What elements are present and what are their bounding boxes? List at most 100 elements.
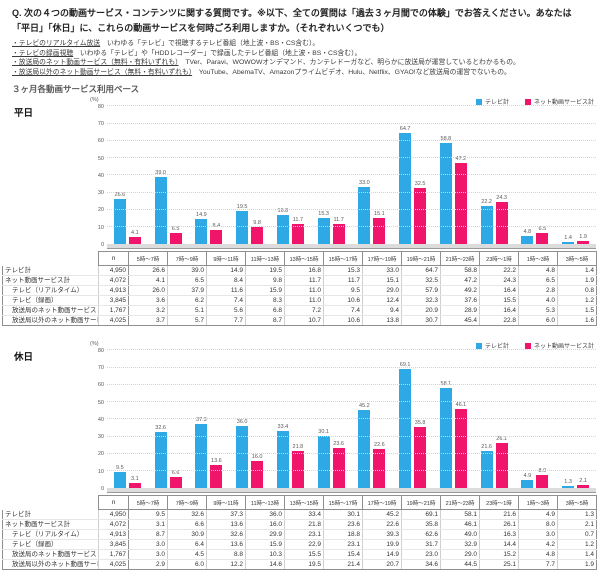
value-cell: 1.5 <box>557 305 597 317</box>
net-bar-slot: 8.0 <box>536 351 549 489</box>
gridline <box>107 401 596 403</box>
definition-bullet-1: ・テレビの録画視聴 いわゆる「テレビ」や「HDDレコーダー」で録画したテレビ番組… <box>12 49 590 59</box>
value-cell: 7.4 <box>206 295 246 307</box>
value-cell: 15.4 <box>323 549 363 561</box>
y-tick-label: 70 <box>97 365 104 372</box>
value-cell: 26.1 <box>479 519 519 531</box>
net-bar-slot: 11.7 <box>332 107 345 245</box>
definition-bullet-2: ・放送局のネット動画サービス（無料・有料いずれも） TVer、Paravi、WO… <box>12 58 590 68</box>
value-cell: 34.6 <box>401 559 441 571</box>
definition-bullet-3: ・放送局以外のネット動画サービス（無料・有料いずれも） YouTube、Abem… <box>12 68 590 78</box>
base-note: ３ヶ月各動画サービス利用ベース <box>12 84 140 95</box>
value-cell: 7.2 <box>284 305 324 317</box>
bullet-lead: ・放送局のネット動画サービス（無料・有料いずれも） <box>12 59 179 67</box>
value-cell: 26.0 <box>128 285 168 297</box>
value-cell: 30.7 <box>401 315 441 327</box>
bar-value-label: 6.5 <box>538 226 547 233</box>
value-cell: 5.6 <box>206 305 246 317</box>
net-bar <box>536 474 549 489</box>
weekday-section-label: 平日 <box>14 108 34 120</box>
net-bar-slot: 22.6 <box>373 351 386 489</box>
value-cell: 32.3 <box>401 295 441 307</box>
value-cell: 11.0 <box>284 295 324 307</box>
value-cell: 22.8 <box>479 315 519 327</box>
value-cell: 11.7 <box>323 275 363 287</box>
bar-value-label: 30.1 <box>318 429 329 436</box>
value-cell: 21.4 <box>323 559 363 571</box>
tv-bar <box>439 388 452 489</box>
y-tick-label: 80 <box>97 347 104 354</box>
bar-group-3時～5時: 1.4 1.9 <box>555 107 596 249</box>
y-tick-label: 80 <box>97 103 104 110</box>
tv-bar <box>195 218 208 245</box>
value-cell: 32.9 <box>440 539 480 551</box>
tv-bar-slot: 1.4 <box>562 107 575 245</box>
tv-bar <box>399 369 412 489</box>
tv-legend-label: テレビ計 <box>484 100 509 107</box>
table-row: テレビ（録画） 3,845 3.6 6.2 7.4 8.3 11.0 10.6 12.4 32.3… <box>2 295 597 307</box>
row-label-cell: テレビ（リアルタイム） <box>2 529 99 541</box>
value-cell: 9.4 <box>362 305 402 317</box>
net-legend-swatch-icon <box>524 342 531 349</box>
row-label-cell: テレビ計 <box>2 265 99 277</box>
tv-bar <box>562 486 575 489</box>
n-value-cell: 4,913 <box>98 285 129 297</box>
net-bar <box>332 447 345 489</box>
value-cell: 15.2 <box>479 549 519 561</box>
value-cell: 7.7 <box>206 315 246 327</box>
value-cell: 33.0 <box>362 265 402 277</box>
value-cell: 2.1 <box>557 519 597 531</box>
time-slot-header: 23時～1時 <box>479 495 519 511</box>
value-cell: 21.8 <box>284 519 324 531</box>
value-cell: 22.2 <box>479 265 519 277</box>
bar-value-label: 69.1 <box>399 362 411 369</box>
bullet-lead: ・放送局以外のネット動画サービス（無料・有料いずれも） <box>12 68 193 76</box>
time-slot-header: 1時～3時 <box>518 251 558 267</box>
value-cell: 16.8 <box>284 265 324 277</box>
net-bar <box>373 449 386 489</box>
net-bar <box>128 483 141 489</box>
y-tick-label: 60 <box>97 138 104 145</box>
value-cell: 10.3 <box>245 549 285 561</box>
tv-bar <box>113 472 126 489</box>
tv-bar <box>154 432 167 489</box>
time-slot-header: 11時～13時 <box>245 251 285 267</box>
value-cell: 12.4 <box>362 295 402 307</box>
net-bar-slot: 1.9 <box>577 107 590 245</box>
bar-group-11時～13時: 36.0 16.0 <box>229 351 270 493</box>
bar-value-label: 58.8 <box>440 135 452 142</box>
y-tick-label: 50 <box>97 399 104 406</box>
bar-value-label: 15.1 <box>374 211 385 218</box>
net-bar-slot: 32.5 <box>414 107 427 245</box>
tv-bar <box>439 142 452 245</box>
bar-value-label: 6.5 <box>171 226 180 233</box>
value-cell: 13.6 <box>206 539 246 551</box>
n-value-cell: 4,950 <box>98 265 129 277</box>
tv-bar-slot: 69.1 <box>399 351 412 489</box>
holiday-section: 休日 (%) テレビ計 ネット動画サービス計 80 70 60 50 40 30 20 10 0… <box>0 341 600 571</box>
value-cell: 15.1 <box>362 275 402 287</box>
value-cell: 32.6 <box>206 529 246 541</box>
bar-value-label: 21.8 <box>292 443 304 450</box>
net-bar-slot: 2.1 <box>577 351 590 489</box>
gridline <box>107 208 596 210</box>
bar-value-label: 6.6 <box>171 470 180 476</box>
time-slot-header: 13時～15時 <box>284 251 324 267</box>
y-tick-label: 40 <box>97 172 104 179</box>
y-tick-label: 30 <box>97 434 104 441</box>
value-cell: 69.1 <box>401 509 441 521</box>
net-bar <box>536 233 549 245</box>
bar-group-1時～3時: 4.8 6.5 <box>515 107 556 249</box>
bar-value-label: 2.1 <box>579 477 587 484</box>
bar-value-label: 13.6 <box>211 457 222 464</box>
bar-value-label: 21.6 <box>481 444 492 451</box>
tv-legend-label: テレビ計 <box>484 344 509 351</box>
tv-bar-slot: 33.4 <box>276 351 289 489</box>
value-cell: 23.6 <box>323 519 363 531</box>
y-tick-label: 10 <box>97 224 104 231</box>
bar-group-13時～15時: 16.8 11.7 <box>270 107 311 249</box>
bullet-lead: ・テレビのリアルタイム放送 <box>12 40 101 47</box>
value-cell: 29.0 <box>362 285 402 297</box>
bar-value-label: 64.7 <box>399 125 411 132</box>
value-cell: 23.1 <box>323 539 363 551</box>
